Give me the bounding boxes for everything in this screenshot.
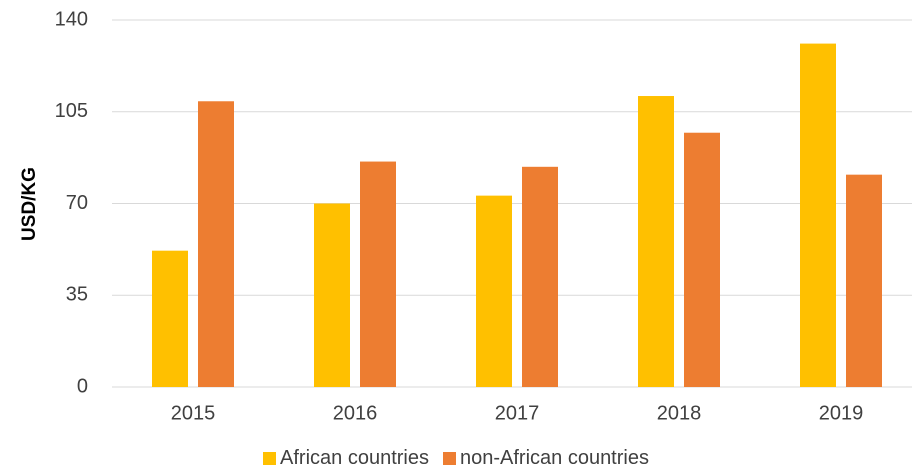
y-tick-label: 35 bbox=[66, 284, 88, 306]
legend-label-non-african: non-African countries bbox=[459, 446, 649, 469]
gridlines bbox=[112, 19, 912, 388]
bar-african-2016 bbox=[314, 203, 350, 387]
x-tick-label: 2017 bbox=[495, 402, 540, 424]
bar-african-2019 bbox=[800, 43, 836, 387]
y-tick-label: 140 bbox=[55, 8, 88, 30]
bar-non-african-2019 bbox=[846, 174, 882, 387]
y-tick-label: 105 bbox=[55, 100, 88, 122]
bar-non-african-2015 bbox=[198, 101, 234, 387]
x-tick-label: 2015 bbox=[171, 402, 216, 424]
y-tick-label: 0 bbox=[77, 375, 88, 397]
bar-african-2017 bbox=[476, 195, 512, 387]
legend-swatch-non-african bbox=[442, 451, 456, 465]
bars bbox=[152, 43, 882, 388]
bar-african-2018 bbox=[638, 96, 674, 388]
bar-non-african-2017 bbox=[522, 166, 558, 387]
legend-item-african: African countries bbox=[263, 447, 429, 470]
bar-african-2015 bbox=[152, 250, 188, 387]
y-axis-ticks: 0 35 70 105 140 bbox=[55, 8, 88, 397]
legend-swatch-african bbox=[263, 451, 277, 465]
x-tick-label: 2019 bbox=[819, 402, 864, 424]
y-tick-label: 70 bbox=[66, 192, 88, 214]
bar-non-african-2018 bbox=[684, 132, 720, 387]
legend-item-non-african: non-African countries bbox=[442, 446, 649, 470]
legend: African countries non-African countries bbox=[0, 445, 912, 471]
x-tick-label: 2018 bbox=[657, 402, 702, 424]
x-axis-ticks: 2015 2016 2017 2018 2019 bbox=[171, 402, 864, 424]
bar-non-african-2016 bbox=[360, 161, 396, 387]
y-axis-title: USD/KG bbox=[19, 167, 40, 241]
legend-label-african: African countries bbox=[280, 446, 429, 469]
x-tick-label: 2016 bbox=[333, 402, 378, 424]
